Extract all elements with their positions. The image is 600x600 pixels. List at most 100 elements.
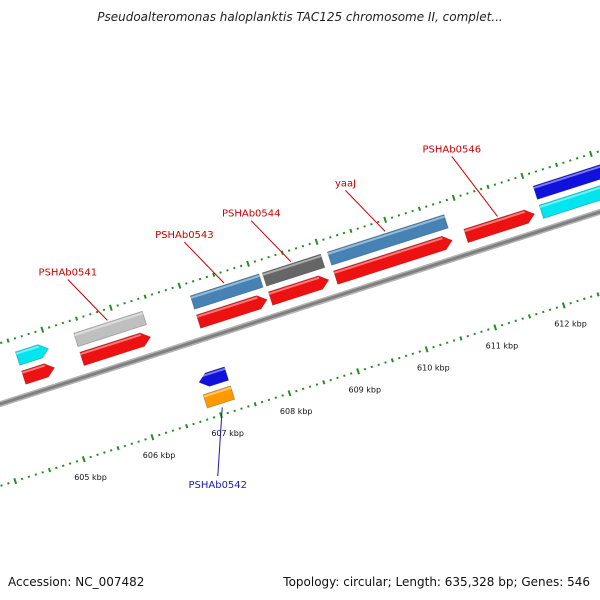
tick-mark-inner [363, 367, 367, 371]
tick-mark-outer [68, 319, 72, 323]
tick-mark-outer [438, 200, 442, 204]
tick-mark-inner [370, 365, 374, 369]
tick-mark-inner [493, 324, 498, 331]
tick-mark-outer [335, 233, 339, 237]
tick-mark-inner [521, 317, 524, 320]
tick-mark-outer [253, 260, 257, 263]
tick-mark-inner [253, 402, 257, 407]
feature-highlight [203, 386, 232, 398]
tick-mark-outer [534, 170, 538, 173]
tick-mark-inner [315, 383, 319, 386]
tick-mark-inner [561, 302, 566, 309]
tick-mark-outer [466, 192, 469, 195]
feature-fwd_outer-2 [73, 310, 148, 348]
tick-mark-inner [343, 374, 346, 377]
tick-mark-inner [61, 464, 65, 468]
tick-mark-outer [417, 206, 422, 212]
label-leader [217, 407, 223, 477]
tick-mark-outer [27, 332, 30, 336]
tick-mark-outer [507, 179, 510, 182]
tick-mark-inner [432, 345, 435, 349]
tick-mark-outer [274, 253, 277, 257]
gene-label: yaaJ [335, 179, 356, 190]
label-leader [184, 241, 225, 284]
tick-mark-inner [103, 451, 106, 454]
feature-highlight [80, 333, 142, 356]
label-leader [345, 190, 386, 232]
tick-mark-outer [47, 326, 51, 329]
tick-mark-inner [20, 477, 24, 481]
tick-mark-outer [370, 222, 373, 226]
tick-mark-outer [205, 275, 209, 279]
gene-label: PSHAb0541 [39, 267, 98, 278]
map-title: Pseudoalteromonas haloplanktis TAC125 ch… [97, 10, 503, 24]
tick-mark-outer [130, 299, 133, 303]
feature-highlight [327, 215, 445, 255]
tick-mark-inner [89, 455, 92, 459]
tick-mark-outer [569, 159, 572, 162]
tick-mark-outer [500, 181, 503, 184]
tick-mark-inner [541, 310, 545, 314]
tick-mark-inner [377, 363, 380, 366]
tick-mark-outer [164, 288, 167, 292]
tick-mark-outer [479, 187, 483, 191]
tick-mark-outer [150, 293, 154, 296]
topology-summary: Topology: circular; Length: 635,328 bp; … [283, 575, 590, 589]
tick-mark-inner [157, 433, 161, 437]
tick-label: 609 kbp [348, 385, 381, 394]
tick-mark-inner [233, 409, 236, 413]
tick-mark-inner [185, 424, 189, 429]
accession-label: Accession: NC_007482 [8, 575, 145, 589]
label-leader [67, 279, 108, 321]
feature-fwd_outer-8 [326, 214, 449, 266]
tick-mark-outer [267, 255, 270, 259]
tick-mark-outer [308, 242, 311, 246]
tick-mark-inner [390, 358, 394, 363]
tick-mark-outer [301, 244, 305, 248]
tick-mark-inner [487, 328, 490, 331]
tick-mark-outer [459, 194, 462, 197]
tick-mark-outer [116, 304, 120, 307]
label-layer: PSHAb0541 PSHAb0543 PSHAb0544 yaaJ PSHAb0546… [39, 144, 498, 491]
tick-mark-inner [96, 453, 99, 457]
tick-mark-inner [7, 482, 10, 485]
tick-mark-outer [377, 220, 380, 224]
feature-fwd_inner-12 [538, 185, 600, 219]
tick-mark-outer [20, 334, 24, 338]
tick-label: 606 kbp [143, 451, 176, 460]
tick-mark-inner [34, 473, 38, 476]
tick-mark-inner [439, 343, 442, 347]
feature-highlight [539, 186, 600, 208]
tick-mark-outer [363, 225, 366, 228]
tick-mark-outer [527, 172, 531, 175]
backbone-layer [0, 208, 600, 408]
tick-mark-outer [89, 313, 92, 316]
tick-mark-outer [137, 297, 140, 301]
tick-layer: 605 kbp 606 kbp 607 kbp 608 kbp 609 kbp 610 k… [0, 150, 600, 487]
tick-mark-inner [81, 455, 86, 463]
tick-mark-outer [226, 269, 229, 272]
tick-mark-inner [75, 460, 79, 463]
feature-highlight [533, 165, 600, 189]
gene-label: PSHAb0542 [188, 480, 247, 491]
tick-mark-outer [575, 157, 579, 160]
feature-highlight [196, 296, 258, 318]
tick-mark-inner [137, 440, 140, 443]
tick-mark-outer [75, 316, 79, 321]
feature-fwd_outer-0 [14, 344, 50, 366]
tick-mark-inner [322, 380, 326, 385]
tick-mark-inner [171, 429, 175, 432]
label-leader [250, 220, 292, 262]
tick-label: 608 kbp [280, 407, 313, 416]
tick-mark-inner [514, 319, 518, 323]
tick-mark-inner [212, 416, 216, 419]
tick-mark-outer [356, 227, 359, 230]
tick-mark-inner [164, 431, 168, 435]
tick-mark-inner [274, 396, 278, 399]
tick-mark-inner [411, 352, 415, 355]
tick-label: 610 kbp [417, 363, 450, 372]
tick-mark-outer [486, 184, 490, 190]
tick-mark-inner [459, 336, 463, 341]
tick-mark-outer [431, 203, 435, 206]
tick-mark-outer [177, 282, 182, 289]
